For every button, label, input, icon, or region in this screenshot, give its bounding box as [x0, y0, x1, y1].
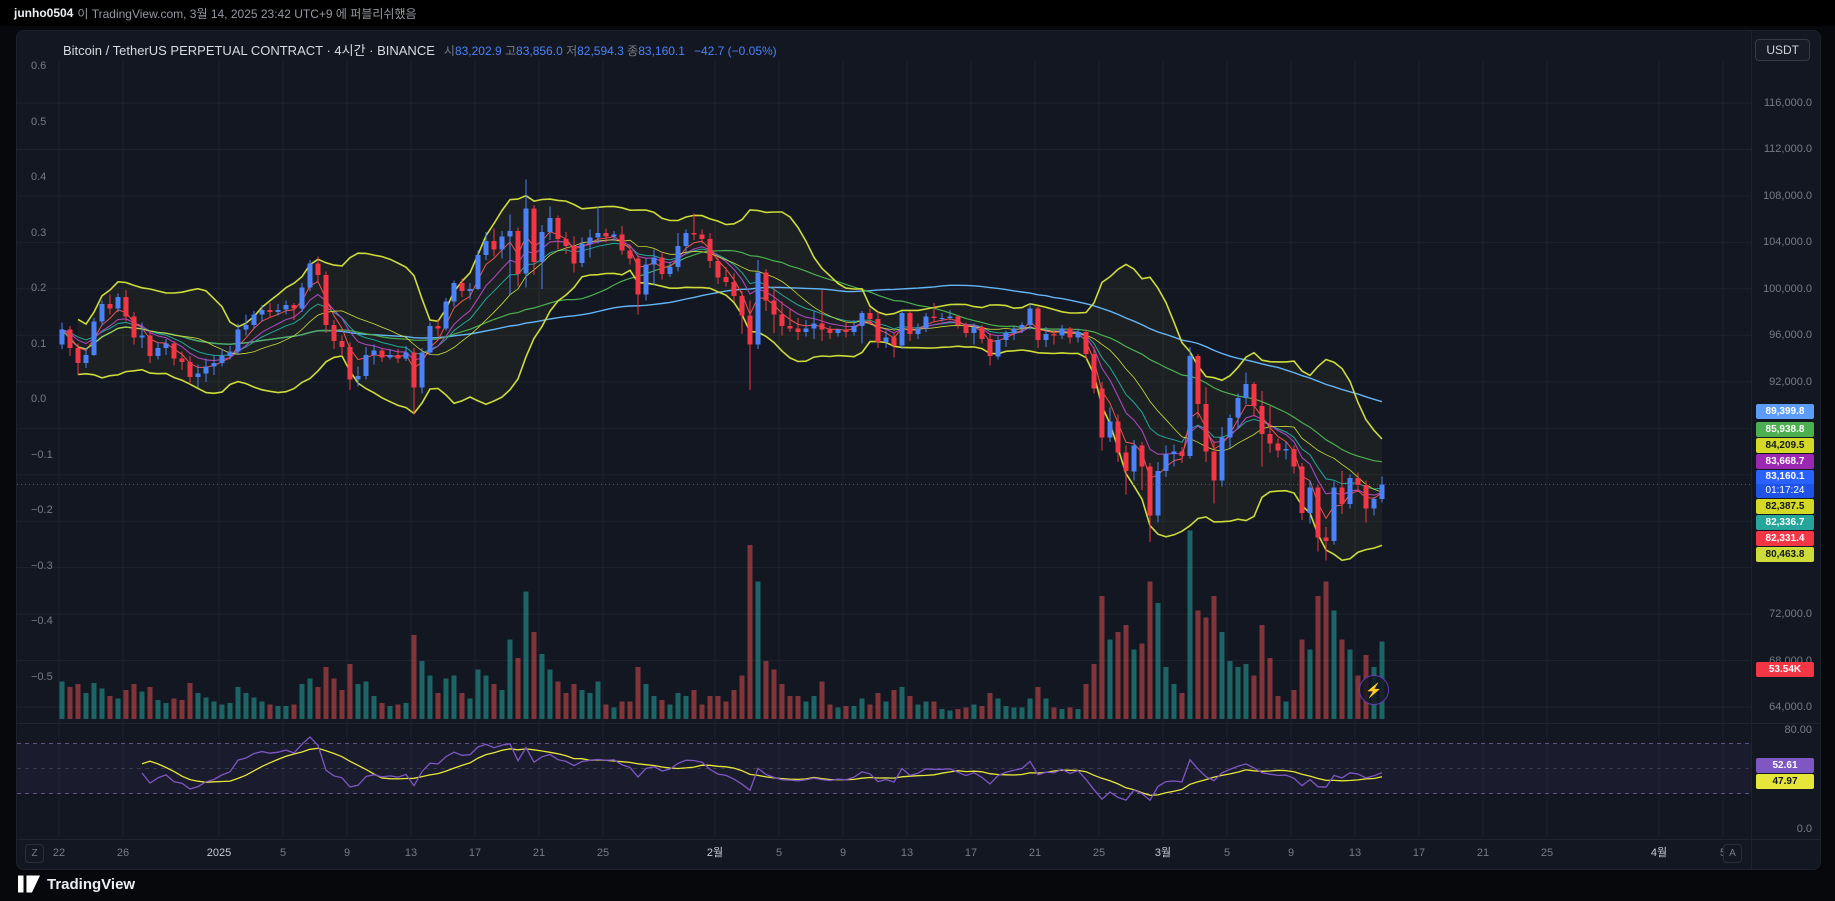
rsi-tag: 52.61 — [1756, 757, 1814, 773]
tradingview-wordmark: TradingView — [47, 875, 136, 893]
tradingview-logo-icon — [18, 875, 40, 893]
publish-bar: junho0504 이 TradingView.com, 3월 14, 2025… — [0, 0, 1835, 26]
currency-toggle-button[interactable]: USDT — [1755, 39, 1810, 61]
tradingview-attribution[interactable]: TradingView — [18, 872, 135, 896]
price-tag: 80,463.8 — [1756, 547, 1814, 563]
price-tick-label: 108,000.0 — [1763, 189, 1812, 202]
ohlc-label: 시 — [443, 44, 455, 58]
price-tick-label: 92,000.0 — [1769, 375, 1812, 388]
price-tag: 89,399.8 — [1756, 404, 1814, 420]
price-tick-label: 112,000.0 — [1763, 143, 1812, 156]
price-tick-label: 72,000.0 — [1769, 608, 1812, 621]
price-tag: 85,938.8 — [1756, 422, 1814, 438]
volume-tag: 53.54K — [1756, 662, 1814, 677]
price-tag: 82,387.5 — [1756, 499, 1814, 515]
price-tag: 84,209.5 — [1756, 438, 1814, 454]
ohlc-values: 시83,202.9 고83,856.0 저82,594.3 종83,160.1 — [444, 42, 685, 59]
ohlc-label: 저 — [566, 44, 578, 58]
timezone-button[interactable]: Z — [25, 844, 44, 863]
price-tick-label: 64,000.0 — [1769, 701, 1812, 713]
current-price-value: 83,160.1 — [1756, 470, 1814, 485]
auto-scale-button[interactable]: A — [1723, 844, 1742, 863]
ohlc-label: 고 — [504, 44, 517, 58]
ohlc-value: 83,856.0 — [516, 44, 567, 58]
bar-countdown: 01:17:24 — [1756, 484, 1814, 499]
price-axis[interactable]: 80.00 0.0 116,000.0 112,000.0 108,000.0 104… — [1751, 31, 1820, 869]
pane-separator[interactable] — [17, 723, 1820, 724]
price-tick-label: 104,000.0 — [1763, 236, 1812, 249]
rsi-tag: 47.97 — [1756, 773, 1814, 789]
price-tag: 82,331.4 — [1756, 531, 1814, 547]
publisher-username: junho0504 — [14, 6, 74, 20]
rsi-top-label: 80.00 — [1784, 724, 1812, 736]
price-tick-label: 100,000.0 — [1763, 282, 1812, 295]
time-axis-separator — [17, 839, 1820, 840]
lightning-button[interactable]: ⚡ — [1359, 675, 1389, 705]
ohlc-value: 83,202.9 — [454, 44, 505, 58]
price-tick-label: 116,000.0 — [1763, 96, 1812, 109]
price-tick-label: 96,000.0 — [1769, 329, 1812, 342]
change-value: −42.7 (−0.05%) — [693, 44, 777, 58]
publish-text: 이 TradingView.com, 3월 14, 2025 23:42 UTC… — [77, 6, 417, 21]
chart-plot-area[interactable] — [17, 31, 1752, 869]
price-tag: 82,336.7 — [1756, 515, 1814, 531]
chart-widget: Bitcoin / TetherUS PERPETUAL CONTRACT · … — [16, 30, 1821, 870]
ohlc-value: 82,594.3 — [577, 44, 628, 58]
symbol-title: Bitcoin / TetherUS PERPETUAL CONTRACT · … — [63, 43, 435, 58]
ohlc-label: 종 — [627, 44, 639, 58]
symbol-header[interactable]: Bitcoin / TetherUS PERPETUAL CONTRACT · … — [63, 40, 777, 59]
price-tag: 83,668.7 — [1756, 454, 1814, 470]
ohlc-value: 83,160.1 — [638, 44, 685, 58]
current-price-tag: 83,160.1 01:17:24 — [1756, 470, 1814, 499]
rsi-bottom-label: 0.0 — [1796, 823, 1812, 835]
